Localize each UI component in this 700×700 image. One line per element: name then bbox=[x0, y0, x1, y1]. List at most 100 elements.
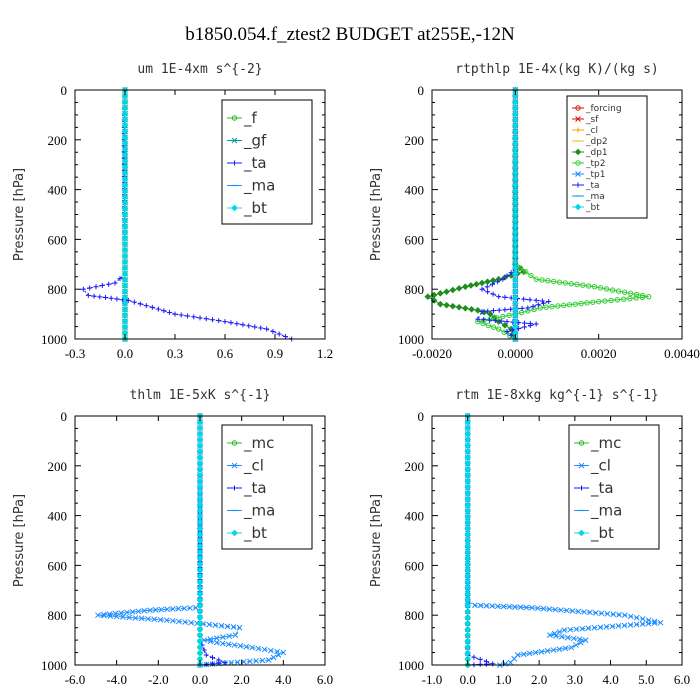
legend-marker bbox=[232, 485, 237, 491]
data-point bbox=[512, 234, 519, 242]
data-point bbox=[218, 622, 225, 629]
data-point bbox=[494, 603, 501, 610]
y-tick-label: 1000 bbox=[398, 658, 424, 673]
data-point bbox=[539, 298, 545, 304]
legend-item: _sf bbox=[572, 115, 599, 125]
data-point bbox=[484, 278, 491, 286]
x-tick-label: 0.3 bbox=[167, 346, 183, 361]
data-point bbox=[464, 495, 472, 503]
data-point bbox=[581, 609, 588, 615]
legend-label: _sf bbox=[585, 115, 599, 125]
data-point bbox=[540, 605, 547, 612]
data-point bbox=[520, 651, 527, 658]
data-point bbox=[464, 483, 472, 491]
data-point bbox=[87, 285, 93, 291]
x-tick-label: 0.0 bbox=[460, 672, 476, 687]
data-point bbox=[196, 549, 204, 556]
y-tick-label: 0 bbox=[418, 83, 425, 98]
data-point bbox=[112, 610, 119, 617]
data-point bbox=[580, 282, 586, 288]
data-point bbox=[473, 280, 480, 288]
data-point bbox=[187, 605, 193, 611]
data-point bbox=[512, 104, 519, 112]
data-point bbox=[191, 314, 197, 320]
data-point bbox=[196, 483, 204, 491]
data-point bbox=[510, 327, 516, 333]
legend: _forcing_sf_cl_dp2_dp1_tp2_tp1_ta_ma_bt bbox=[566, 95, 648, 219]
data-point bbox=[467, 282, 475, 289]
data-point bbox=[504, 329, 510, 335]
data-point bbox=[121, 175, 129, 183]
data-point bbox=[547, 632, 553, 638]
data-point bbox=[591, 284, 598, 290]
series-line bbox=[426, 90, 525, 340]
legend-box bbox=[221, 424, 313, 550]
data-point bbox=[533, 276, 539, 282]
legend-label: _dp1 bbox=[585, 148, 608, 158]
y-tick-label: 400 bbox=[405, 509, 425, 524]
data-point bbox=[135, 608, 142, 615]
data-point bbox=[478, 279, 486, 287]
data-point bbox=[121, 252, 129, 260]
data-point bbox=[464, 626, 472, 633]
data-point bbox=[270, 654, 277, 661]
data-point bbox=[609, 287, 616, 293]
data-point bbox=[500, 276, 506, 282]
data-point bbox=[512, 92, 519, 100]
data-point bbox=[562, 645, 569, 652]
data-point bbox=[121, 116, 129, 123]
data-point bbox=[121, 98, 129, 106]
data-point bbox=[196, 442, 204, 449]
data-point bbox=[610, 611, 617, 618]
data-point bbox=[479, 309, 485, 315]
data-point bbox=[479, 286, 485, 292]
data-point bbox=[512, 264, 519, 272]
legend-label: _ma bbox=[243, 502, 275, 521]
data-point bbox=[121, 228, 129, 236]
data-point bbox=[566, 302, 573, 308]
data-point bbox=[490, 308, 496, 314]
data-point bbox=[464, 596, 472, 604]
series-dp1 bbox=[424, 86, 527, 343]
data-point bbox=[123, 609, 130, 616]
data-point bbox=[464, 632, 472, 639]
legend-item: _cl bbox=[572, 126, 598, 136]
data-point bbox=[85, 292, 91, 298]
data-point bbox=[231, 642, 238, 648]
data-point bbox=[443, 301, 450, 309]
series-bt bbox=[196, 412, 204, 669]
x-tick-label: 5.0 bbox=[638, 672, 654, 687]
data-point bbox=[170, 606, 176, 612]
data-point bbox=[657, 619, 664, 626]
data-point bbox=[121, 258, 129, 266]
data-point bbox=[485, 308, 491, 314]
data-point bbox=[210, 317, 215, 323]
data-point bbox=[464, 436, 472, 444]
data-point bbox=[121, 151, 129, 159]
legend-label: _cl bbox=[585, 126, 598, 136]
data-point bbox=[121, 140, 129, 147]
data-point bbox=[464, 620, 472, 627]
data-point bbox=[508, 270, 514, 276]
data-point bbox=[107, 613, 114, 619]
legend-marker bbox=[575, 105, 581, 111]
data-point bbox=[627, 290, 634, 297]
legend-item: _ta bbox=[227, 479, 267, 498]
legend-marker bbox=[578, 529, 585, 537]
data-point bbox=[573, 642, 579, 648]
data-point bbox=[481, 317, 487, 323]
data-point bbox=[500, 313, 506, 320]
data-point bbox=[555, 303, 561, 309]
data-point bbox=[196, 525, 204, 532]
data-point bbox=[525, 305, 531, 311]
data-point bbox=[464, 489, 472, 497]
data-point bbox=[464, 424, 472, 432]
data-point bbox=[464, 572, 472, 580]
data-point bbox=[196, 448, 204, 455]
legend: _mc _cl _ta _ma _bt bbox=[568, 424, 660, 550]
data-point bbox=[196, 578, 204, 586]
data-point bbox=[487, 316, 494, 322]
legend-label: _f bbox=[243, 109, 258, 128]
data-point bbox=[196, 466, 204, 473]
data-point bbox=[196, 602, 204, 610]
